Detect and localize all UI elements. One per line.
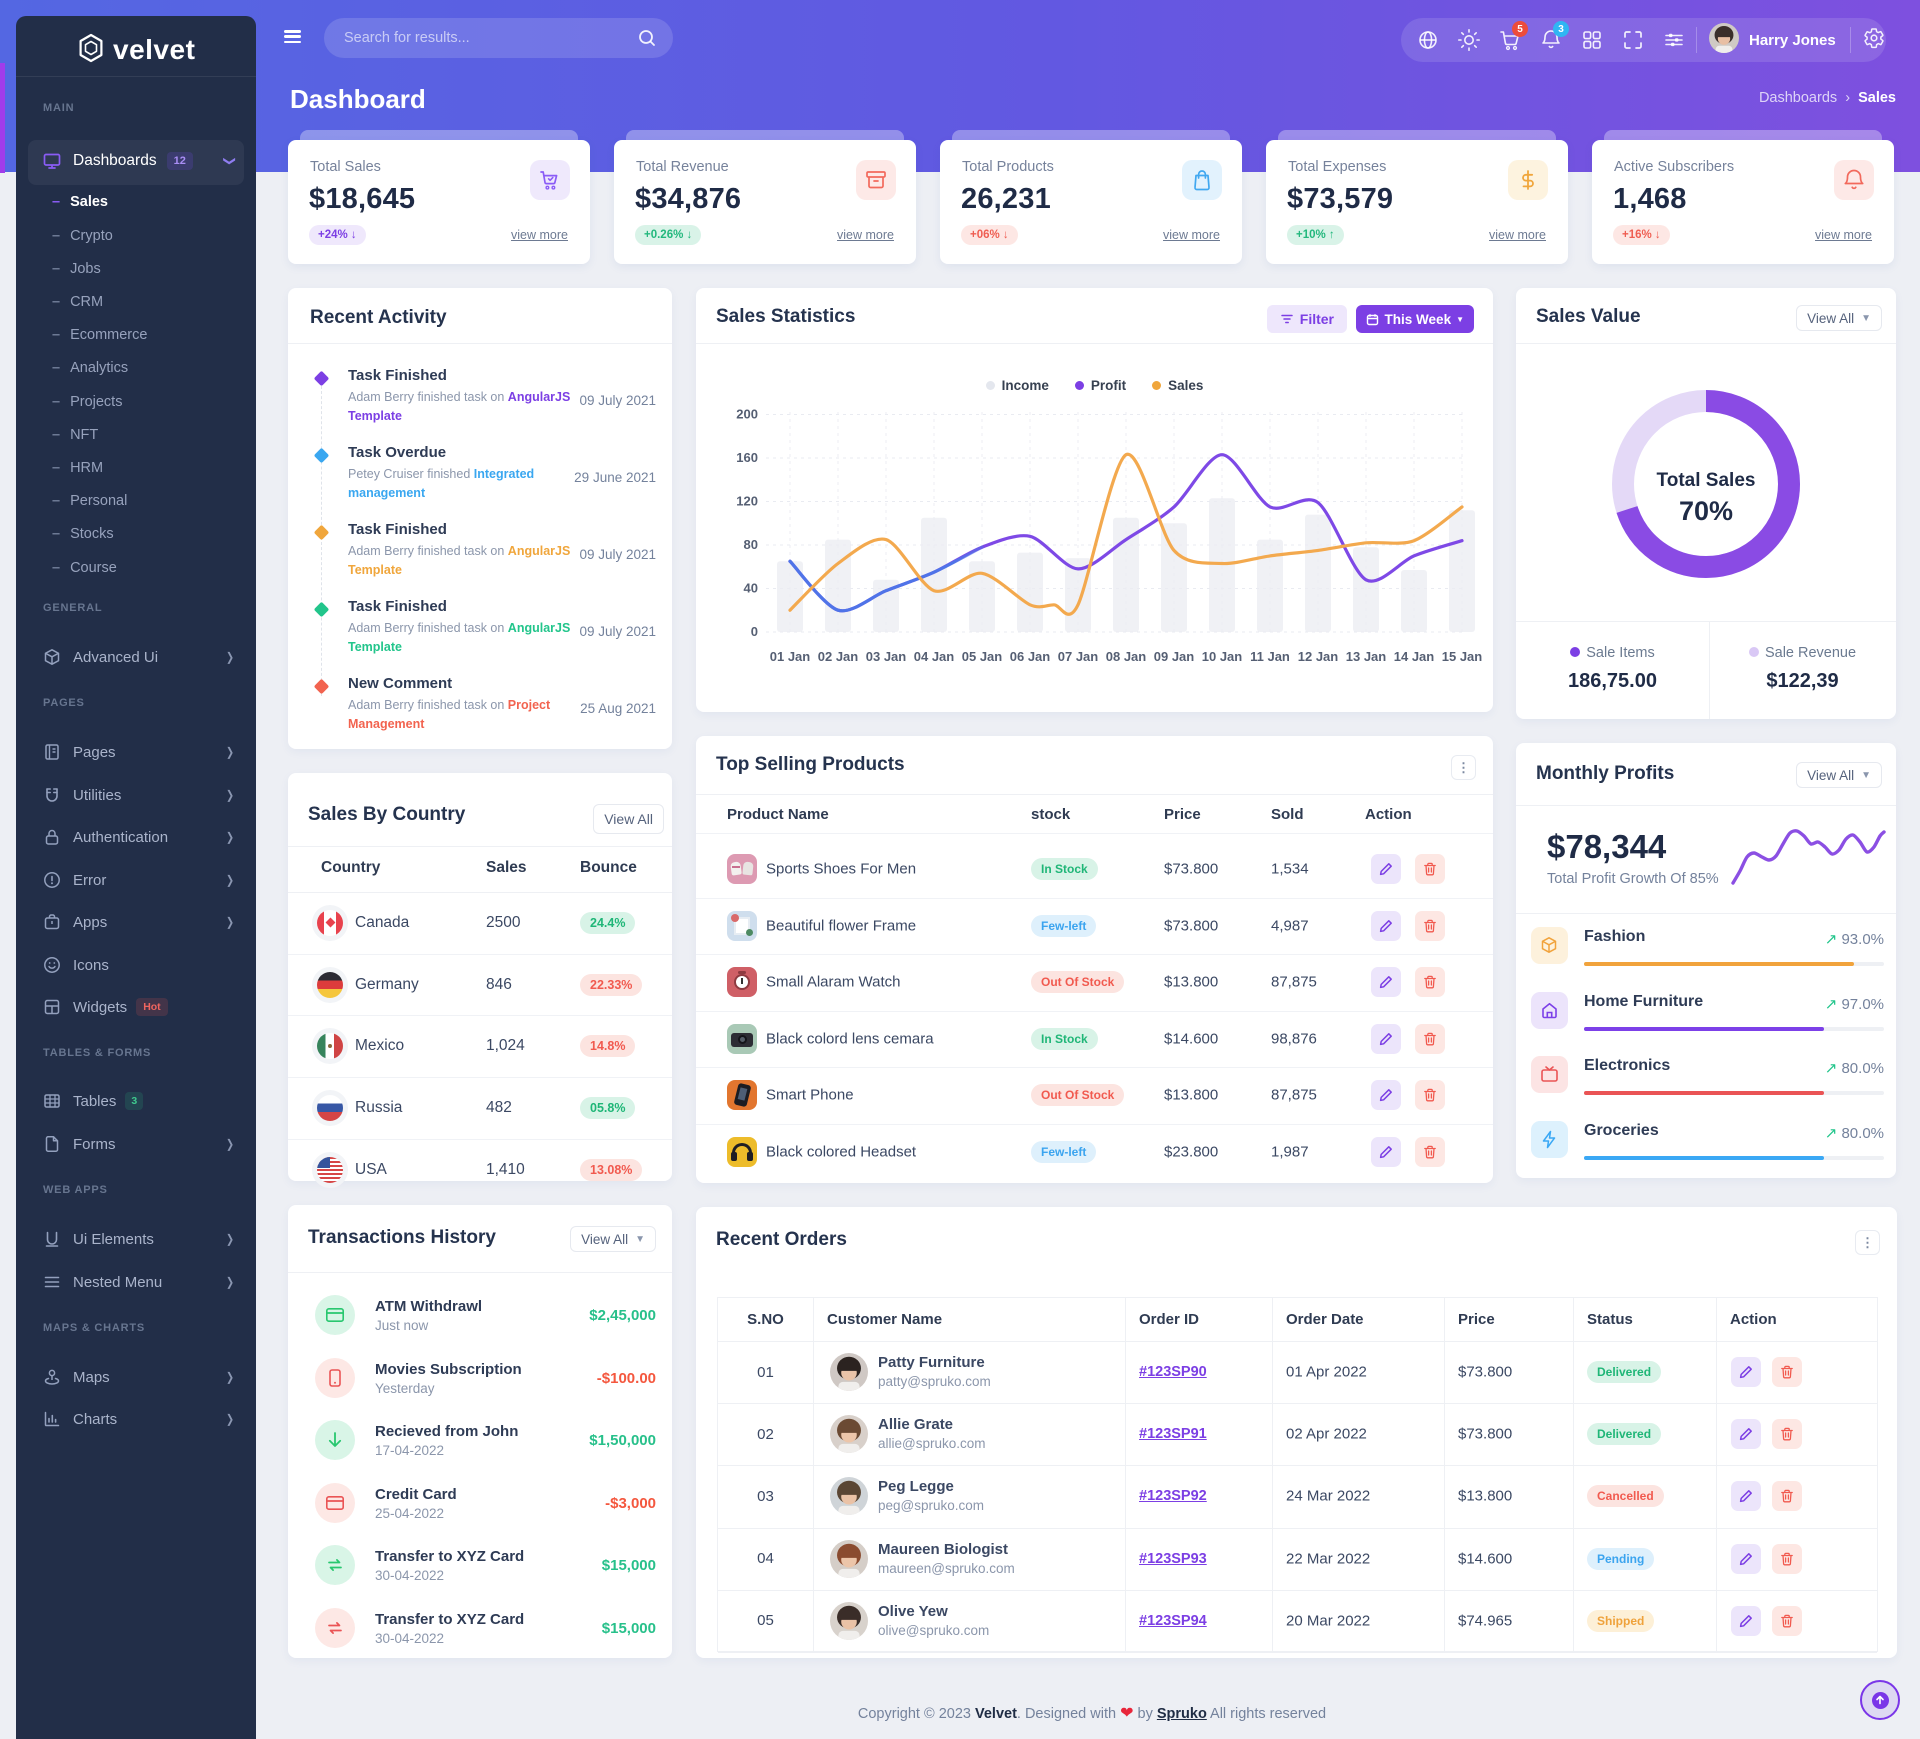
svg-text:160: 160 <box>736 450 758 465</box>
svg-text:04 Jan: 04 Jan <box>914 649 955 664</box>
svg-text:15 Jan: 15 Jan <box>1442 649 1483 664</box>
svg-text:120: 120 <box>736 494 758 509</box>
svg-text:13 Jan: 13 Jan <box>1346 649 1387 664</box>
svg-text:02 Jan: 02 Jan <box>818 649 859 664</box>
svg-text:80: 80 <box>744 537 758 552</box>
svg-text:12 Jan: 12 Jan <box>1298 649 1339 664</box>
svg-text:14 Jan: 14 Jan <box>1394 649 1435 664</box>
svg-text:01 Jan: 01 Jan <box>770 649 811 664</box>
svg-text:11 Jan: 11 Jan <box>1250 649 1290 664</box>
svg-text:0: 0 <box>751 624 758 639</box>
svg-text:40: 40 <box>744 581 758 596</box>
svg-text:07 Jan: 07 Jan <box>1058 649 1099 664</box>
svg-text:09 Jan: 09 Jan <box>1154 649 1195 664</box>
svg-text:05 Jan: 05 Jan <box>962 649 1003 664</box>
svg-text:10 Jan: 10 Jan <box>1202 649 1243 664</box>
svg-text:08 Jan: 08 Jan <box>1106 649 1147 664</box>
svg-text:03 Jan: 03 Jan <box>866 649 907 664</box>
svg-text:06 Jan: 06 Jan <box>1010 649 1051 664</box>
svg-text:200: 200 <box>736 407 758 422</box>
